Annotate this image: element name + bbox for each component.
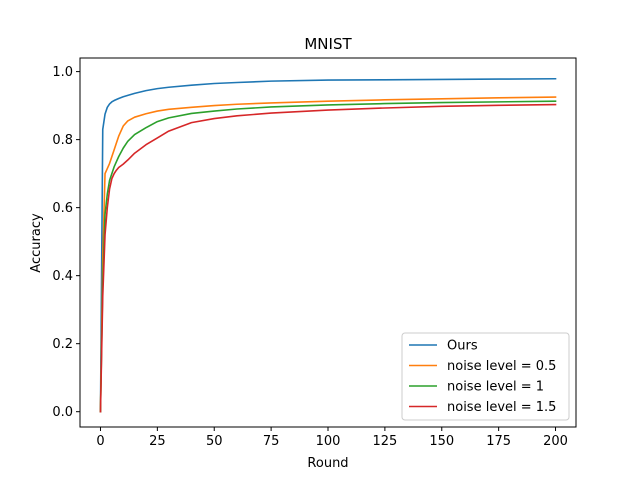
y-tick-label: 0.2	[52, 337, 73, 352]
series-line-2	[99, 100, 557, 413]
plot-area: 0 25 50 75 100 125 150 175 200 0.0 0.2 0.4 0.6 0.8 1.0	[52, 57, 577, 449]
x-tick-label: 0	[96, 434, 104, 449]
y-tick-label: 1.0	[52, 65, 73, 80]
legend-box	[401, 332, 570, 421]
y-tick-label: 0.0	[52, 405, 73, 420]
y-tick-label: 0.4	[52, 269, 73, 284]
legend: Ours noise level = 0.5 noise level = 1 nois…	[401, 332, 570, 421]
x-tick-label: 150	[429, 434, 454, 449]
series-line-1	[99, 96, 557, 413]
series-line-3	[99, 103, 557, 413]
x-tick-label: 75	[263, 434, 280, 449]
y-tick-label: 0.6	[52, 201, 73, 216]
x-tick-label: 125	[372, 434, 397, 449]
chart-title: MNIST	[304, 35, 352, 53]
x-tick-label: 25	[149, 434, 166, 449]
legend-label-0: Ours	[447, 339, 478, 354]
series-line-0	[99, 77, 557, 413]
x-axis-label: Round	[307, 456, 348, 471]
legend-label-3: noise level = 1.5	[447, 400, 556, 415]
y-axis-label: Accuracy	[29, 213, 44, 273]
x-tick-label: 50	[206, 434, 223, 449]
x-tick-label: 200	[543, 434, 568, 449]
legend-label-2: noise level = 1	[447, 380, 544, 395]
y-tick-label: 0.8	[52, 133, 73, 148]
x-tick-label: 175	[486, 434, 511, 449]
x-tick-label: 100	[316, 434, 341, 449]
legend-label-1: noise level = 0.5	[447, 359, 556, 374]
